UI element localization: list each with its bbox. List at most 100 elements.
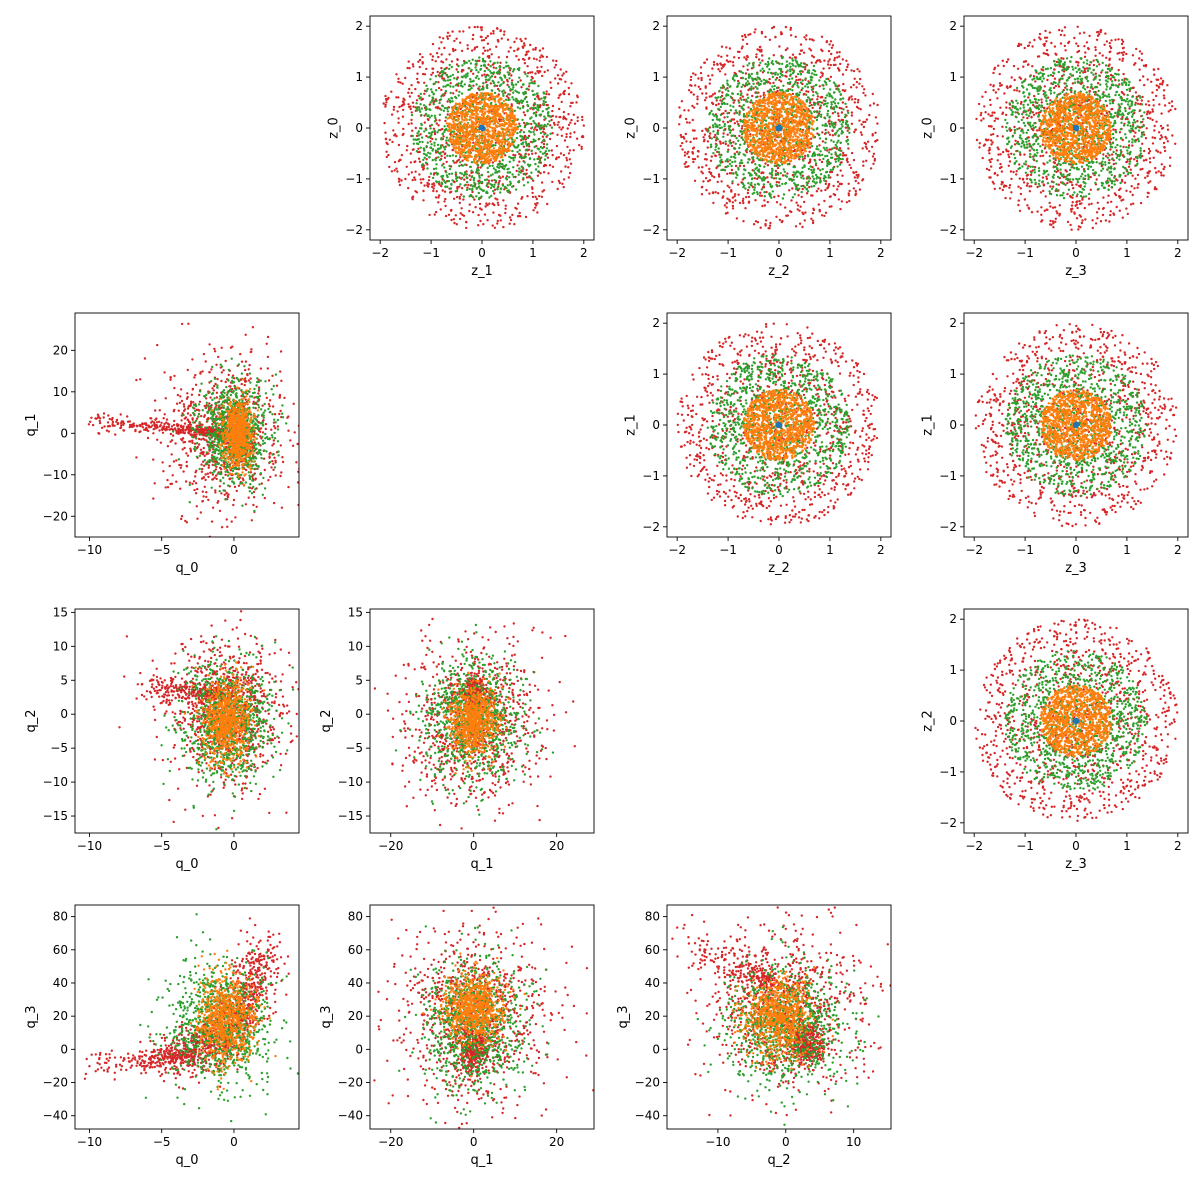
data-point [866, 140, 870, 143]
data-point [506, 184, 509, 187]
data-point [767, 227, 770, 230]
data-point [395, 135, 398, 138]
data-point [720, 67, 723, 70]
data-point [510, 109, 514, 112]
data-point [401, 133, 404, 137]
data-point [680, 100, 684, 103]
data-point [483, 69, 486, 73]
data-point [869, 104, 872, 107]
data-point [726, 79, 729, 82]
data-point [492, 185, 496, 189]
data-point [818, 100, 822, 104]
data-point [818, 85, 821, 88]
data-point [800, 176, 803, 179]
data-point [562, 185, 565, 189]
data-point [831, 129, 834, 132]
data-point [821, 124, 824, 127]
data-point [779, 177, 782, 181]
data-point [531, 71, 534, 74]
data-point [507, 98, 510, 102]
data-point [463, 83, 466, 86]
data-point [721, 65, 725, 68]
data-point [465, 176, 468, 179]
data-point [726, 82, 729, 85]
data-point [714, 122, 717, 126]
data-point [752, 156, 755, 159]
data-point [541, 152, 545, 155]
data-point [714, 154, 718, 158]
data-point [501, 103, 504, 107]
data-point [474, 66, 477, 69]
data-point [830, 101, 833, 104]
data-point [763, 204, 767, 207]
data-point [702, 136, 705, 139]
data-point [423, 73, 427, 76]
data-point [701, 172, 704, 175]
data-point [473, 198, 476, 201]
data-point [691, 157, 695, 161]
data-point [851, 98, 854, 101]
data-point [489, 65, 492, 68]
data-point [501, 149, 504, 153]
data-point [478, 142, 481, 146]
data-point [740, 98, 743, 102]
data-point [478, 202, 482, 206]
data-point [506, 83, 509, 87]
data-point [460, 207, 463, 210]
data-point [480, 39, 484, 42]
data-point [733, 160, 737, 163]
data-point [829, 75, 833, 79]
data-point [470, 109, 473, 112]
data-point [545, 90, 548, 93]
data-point [734, 164, 738, 168]
data-point [492, 144, 495, 147]
data-point [535, 111, 538, 114]
data-point [786, 163, 789, 166]
data-point [718, 123, 721, 127]
data-point [478, 152, 481, 155]
data-point [562, 153, 566, 157]
data-point [464, 126, 468, 129]
data-point [741, 161, 744, 165]
data-point [836, 180, 840, 184]
data-point [445, 73, 449, 77]
data-point [768, 77, 771, 81]
data-point [480, 174, 484, 177]
data-point [854, 189, 857, 193]
data-point [470, 49, 474, 52]
data-point [481, 180, 484, 184]
data-point [572, 149, 575, 152]
data-point [555, 144, 559, 148]
data-point [472, 131, 475, 134]
data-point [823, 59, 826, 62]
data-point [503, 30, 506, 33]
data-point [805, 34, 808, 37]
data-point [411, 129, 414, 132]
data-point [797, 86, 800, 89]
data-point [779, 69, 783, 73]
data-point [468, 187, 471, 191]
data-point [863, 88, 866, 91]
data-point [474, 161, 478, 165]
data-point [386, 142, 389, 146]
data-point [514, 126, 517, 129]
data-point [864, 145, 868, 148]
data-point [495, 84, 499, 88]
data-point [405, 165, 408, 168]
data-point [423, 156, 426, 159]
data-point [575, 137, 579, 140]
data-point [761, 59, 764, 62]
data-point [706, 130, 710, 133]
data-point [818, 144, 821, 147]
data-point [709, 159, 713, 162]
data-point [440, 88, 443, 92]
data-point [702, 180, 705, 183]
data-point [480, 28, 483, 32]
data-point [494, 116, 497, 120]
data-point [846, 135, 849, 139]
data-point [455, 112, 458, 116]
data-point [791, 89, 794, 92]
data-point [472, 178, 476, 182]
data-point [768, 38, 772, 41]
data-point [501, 130, 504, 133]
